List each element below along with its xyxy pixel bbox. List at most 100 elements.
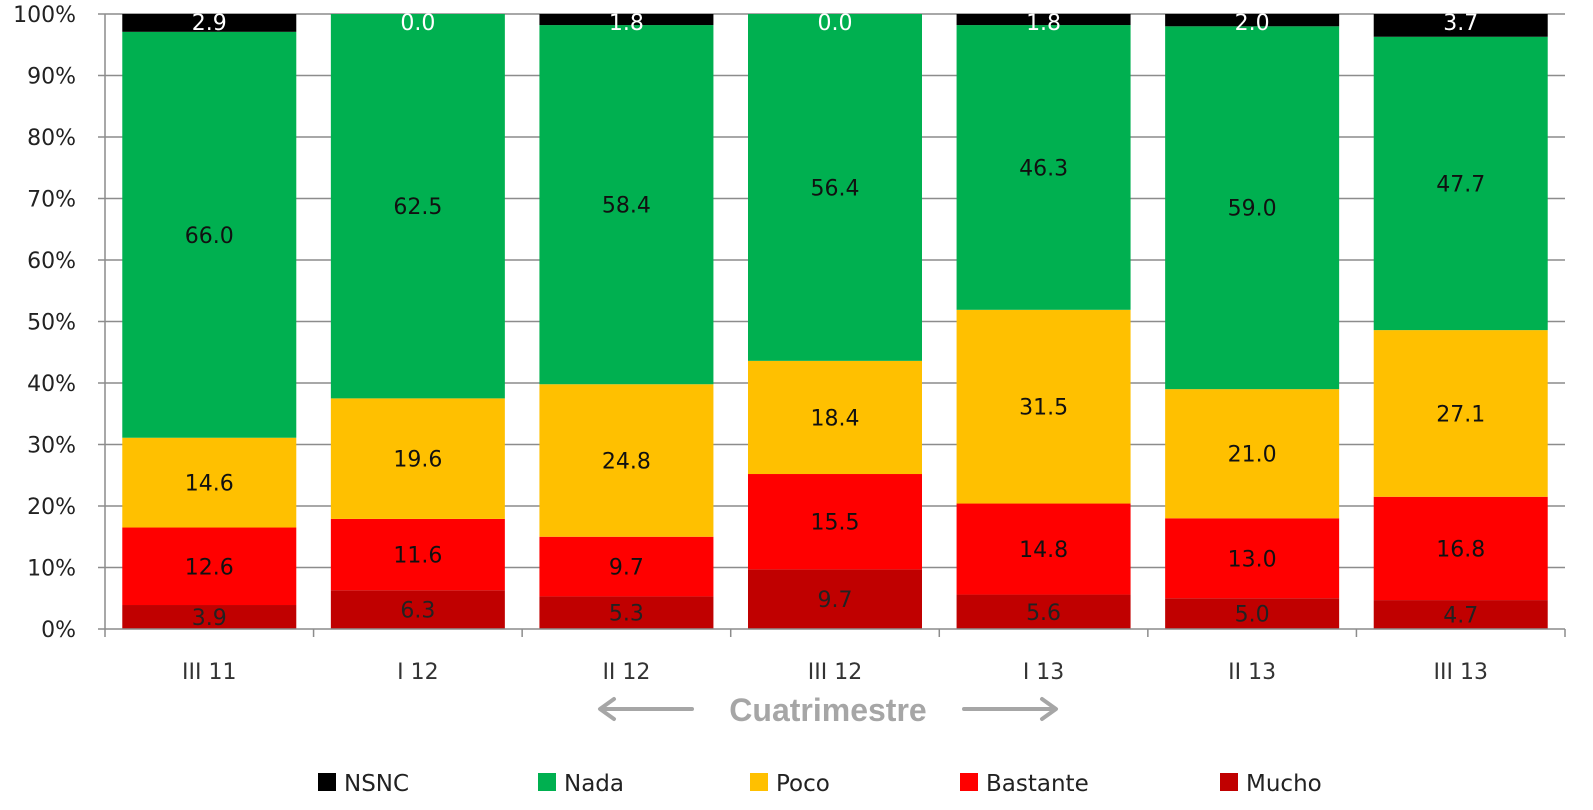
data-label-nsnc: 1.8 [1026,11,1061,36]
legend-label-nada: Nada [564,771,624,797]
bars: 3.9 12.6 14.6 66.0 2.9 6.3 11.6 19.6 62.5 0.0 5.3 9… [122,11,1548,631]
data-label-poco: 21.0 [1228,443,1277,468]
data-label-mucho: 6.3 [400,599,435,624]
x-tick-label: II 12 [602,660,650,685]
bar-segment-nada [956,25,1131,310]
legend-swatch-mucho [1220,773,1238,791]
legend-label-bastante: Bastante [986,771,1089,797]
bar-segment-nsnc [122,14,297,32]
bar-segment-mucho [956,594,1131,629]
data-label-poco: 27.1 [1436,402,1485,427]
y-axis: 0% 10% 20% 30% 40% 50% 60% 70% 80% 90% 100% [13,3,106,643]
data-label-bastante: 14.8 [1019,538,1068,563]
x-tick-label: III 12 [808,660,862,685]
bar-segment-poco [1373,330,1548,497]
y-tick-label: 0% [41,618,76,643]
x-tick-label: I 12 [397,660,438,685]
data-label-poco: 18.4 [811,406,860,431]
x-tick-label: III 13 [1433,660,1487,685]
bar-segment-nada [1165,26,1340,390]
data-label-nada: 59.0 [1228,197,1277,222]
bar-segment-nsnc [1165,14,1340,27]
data-label-nsnc: 2.0 [1235,11,1270,36]
data-label-bastante: 11.6 [393,544,442,569]
legend-swatch-bastante [960,773,978,791]
data-label-nada: 56.4 [811,176,860,201]
bar-segment-mucho [1165,598,1340,629]
legend-label-mucho: Mucho [1246,771,1322,797]
data-label-nada: 62.5 [393,195,442,220]
y-tick-label: 20% [27,495,76,520]
bar-segment-mucho [748,569,922,629]
y-tick-label: 90% [27,65,76,90]
data-label-bastante: 12.6 [185,555,234,580]
data-label-nsnc: 3.7 [1443,11,1478,36]
legend: NSNC Nada Poco Bastante Mucho [318,771,1322,797]
data-label-nada: 47.7 [1436,172,1485,197]
data-label-nsnc: 1.8 [609,11,644,36]
data-label-bastante: 9.7 [609,556,644,581]
bar-segment-bastante [539,536,714,597]
bar-segment-nada [539,25,714,385]
data-label-nsnc: 2.9 [192,11,227,36]
data-label-mucho: 9.7 [818,588,853,613]
right-arrow-icon [962,697,1058,721]
y-tick-label: 10% [27,557,76,582]
left-arrow-icon [598,697,694,721]
bar-segment-poco [330,398,505,519]
y-tick-label: 40% [27,372,76,397]
bar-segment-poco [1165,389,1340,519]
bar-segment-nsnc [956,14,1131,26]
y-tick-label: 60% [27,249,76,274]
legend-label-poco: Poco [776,771,830,797]
bar-segment-bastante [1373,496,1548,601]
data-label-bastante: 15.5 [811,511,860,536]
bar-segment-bastante [956,503,1131,595]
bar-segment-nada [748,14,922,361]
bar-segment-poco [956,309,1131,504]
x-axis-title: Cuatrimestre [729,692,926,728]
data-label-poco: 19.6 [393,448,442,473]
y-tick-label: 50% [27,311,76,336]
data-label-poco: 31.5 [1019,396,1068,421]
data-label-mucho: 3.9 [192,606,227,631]
bar-segment-poco [539,384,714,537]
bar-segment-bastante [122,527,297,606]
data-label-nada: 66.0 [185,224,234,249]
bar-segment-poco [122,437,297,528]
y-tick-label: 70% [27,188,76,213]
legend-label-nsnc: NSNC [344,771,409,797]
bar-segment-mucho [122,605,297,629]
y-tick-label: 100% [13,3,76,28]
data-label-poco: 24.8 [602,449,651,474]
bar-segment-bastante [1165,518,1340,599]
bar-segment-bastante [330,518,505,591]
x-axis: III 11 I 12 II 12 III 12 I 13 II 13 III 13 [104,628,1566,685]
x-tick-label: III 11 [182,660,236,685]
legend-swatch-nsnc [318,773,336,791]
data-label-nada: 46.3 [1019,156,1068,181]
data-label-nada: 58.4 [602,194,651,219]
data-label-mucho: 5.0 [1235,603,1270,628]
data-label-nsnc: 0.0 [818,11,853,36]
bar-segment-bastante [748,474,922,570]
y-tick-label: 80% [27,126,76,151]
data-label-mucho: 4.7 [1443,604,1478,629]
bar-segment-mucho [539,596,714,629]
data-label-poco: 14.6 [185,472,234,497]
bar-segment-nada [122,31,297,438]
data-label-mucho: 5.3 [609,602,644,627]
x-tick-label: I 13 [1023,660,1064,685]
data-label-mucho: 5.6 [1026,601,1061,626]
bar-segment-mucho [330,590,505,629]
data-label-bastante: 13.0 [1228,547,1277,572]
y-tick-label: 30% [27,434,76,459]
bar-segment-poco [748,360,922,475]
x-tick-label: II 13 [1228,660,1276,685]
bar-segment-nsnc [1373,14,1548,37]
bar-segment-nada [1373,36,1548,331]
legend-swatch-nada [538,773,556,791]
bar-segment-nada [330,14,505,399]
bar-segment-mucho [1373,600,1548,629]
